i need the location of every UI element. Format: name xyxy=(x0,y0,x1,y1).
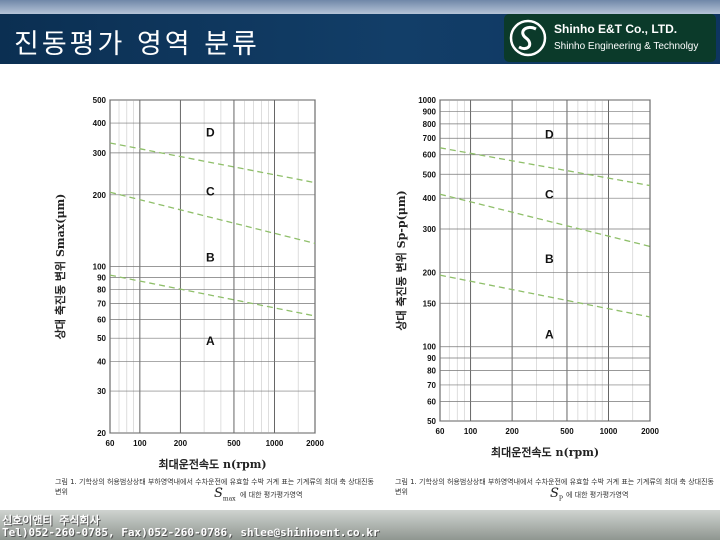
y-axis-label: 상대 축진동 변위 Smax(μm) xyxy=(53,194,67,340)
y-tick-label: 80 xyxy=(427,367,436,376)
x-tick-label: 2000 xyxy=(641,427,659,436)
zone-label-a: A xyxy=(545,327,554,341)
zone-label-d: D xyxy=(545,127,554,141)
x-tick-label: 200 xyxy=(174,439,188,448)
zone-label-b: B xyxy=(545,252,554,266)
x-tick-label: 2000 xyxy=(306,439,324,448)
footer-contact: Tel)052-260-0785, Fax)052-260-0786, shle… xyxy=(2,526,380,539)
x-axis-label: 최대운전속도 n(rpm) xyxy=(158,457,266,471)
y-tick-label: 100 xyxy=(93,263,107,272)
x-tick-label: 200 xyxy=(505,427,519,436)
y-tick-label: 1000 xyxy=(418,96,436,105)
caption-right-tail: 에 대한 평가평가영역 xyxy=(566,491,629,499)
y-tick-label: 600 xyxy=(423,151,437,160)
x-tick-label: 100 xyxy=(133,439,147,448)
y-axis-label: 상대 축진동 변위 Sp-p(μm) xyxy=(394,190,408,330)
caption-left: 그림 1. 기학상의 허용범상상태 부하영역내에서 수차운전에 유효할 수박 거… xyxy=(55,477,375,497)
zone-label-b: B xyxy=(206,251,215,265)
y-tick-label: 20 xyxy=(97,429,106,438)
caption-left-symbol: Smax xyxy=(214,486,236,503)
y-tick-label: 70 xyxy=(97,299,106,308)
footer-company: 신호이앤티 주식회사 xyxy=(2,514,100,527)
zone-label-c: C xyxy=(545,188,554,202)
zone-boundary-line xyxy=(109,274,316,317)
y-tick-label: 300 xyxy=(423,225,437,234)
y-tick-label: 70 xyxy=(427,381,436,390)
zone-boundary-line xyxy=(439,193,651,248)
zone-label-d: D xyxy=(206,125,215,139)
y-tick-label: 60 xyxy=(97,315,106,324)
top-accent-bar xyxy=(0,0,720,14)
y-tick-label: 500 xyxy=(423,170,437,179)
caption-left-tail: 에 대한 평가평가영역 xyxy=(240,491,303,499)
y-tick-label: 50 xyxy=(97,334,106,343)
y-tick-label: 30 xyxy=(97,387,106,396)
x-tick-label: 500 xyxy=(560,427,574,436)
y-tick-label: 150 xyxy=(423,299,437,308)
y-tick-label: 50 xyxy=(427,417,436,426)
y-tick-label: 800 xyxy=(423,120,437,129)
zone-boundary-line xyxy=(109,191,316,245)
y-tick-label: 100 xyxy=(423,343,437,352)
caption-left-text: 그림 1. 기학상의 허용범상상태 부하영역내에서 수차운전에 유효할 수박 거… xyxy=(55,478,374,496)
x-tick-label: 60 xyxy=(436,427,445,436)
y-tick-label: 60 xyxy=(427,397,436,406)
zone-boundary-line xyxy=(439,274,651,318)
x-tick-label: 60 xyxy=(106,439,115,448)
y-tick-label: 300 xyxy=(93,149,107,158)
chart-smax: 60 100 200 500 1000 2000203040506070809010020… xyxy=(53,96,324,471)
y-tick-label: 400 xyxy=(93,119,107,128)
footer-bar xyxy=(0,510,720,540)
company-logo xyxy=(504,14,716,62)
x-tick-label: 1000 xyxy=(600,427,618,436)
y-tick-label: 200 xyxy=(93,191,107,200)
x-tick-label: 500 xyxy=(227,439,241,448)
y-tick-label: 500 xyxy=(93,96,107,105)
y-tick-label: 700 xyxy=(423,134,437,143)
x-tick-label: 100 xyxy=(464,427,478,436)
zone-boundary-line xyxy=(439,147,651,187)
logo-s-icon xyxy=(509,19,547,57)
page-title: 진동평가 영역 분류 xyxy=(14,29,260,60)
x-tick-label: 1000 xyxy=(266,439,284,448)
y-tick-label: 90 xyxy=(427,354,436,363)
y-tick-label: 90 xyxy=(97,273,106,282)
y-tick-label: 400 xyxy=(423,194,437,203)
y-tick-label: 200 xyxy=(423,268,437,277)
caption-right: 그림 1. 기학상의 허용범상상태 부하영역내에서 수차운전에 유효할 수박 거… xyxy=(395,477,715,497)
y-tick-label: 900 xyxy=(423,107,437,116)
caption-right-symbol: SP xyxy=(550,486,563,503)
company-subtitle: Shinho Engineering & Technolgy xyxy=(554,41,699,52)
y-tick-label: 80 xyxy=(97,286,106,295)
zone-boundary-line xyxy=(109,142,316,184)
zone-label-c: C xyxy=(206,184,215,198)
y-tick-label: 40 xyxy=(97,357,106,366)
caption-right-text: 그림 1. 기학상의 허용범상상태 부하영역내에서 수차운전에 유효할 수박 거… xyxy=(395,478,714,496)
company-name: Shinho E&T Co., LTD. xyxy=(554,22,678,36)
zone-label-a: A xyxy=(206,334,215,348)
x-axis-label: 최대운전속도 n(rpm) xyxy=(491,445,599,459)
chart-spp: 60 100 200 500 1000 2000506070809010015020030… xyxy=(394,96,659,459)
